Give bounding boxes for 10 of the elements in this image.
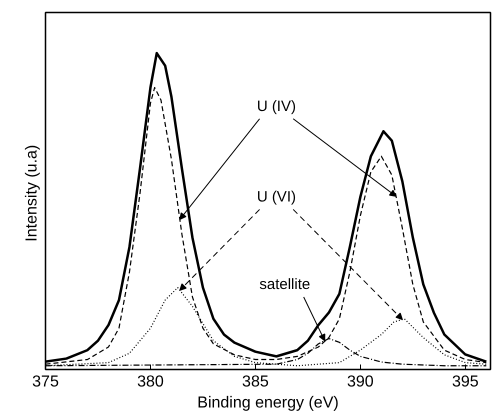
- x-tick-label: 385: [242, 374, 269, 390]
- x-tick-label: 395: [452, 374, 479, 390]
- y-axis-title: Intensity (u.a): [24, 144, 40, 242]
- x-tick-label: 380: [137, 374, 164, 390]
- annotation: U (VI): [256, 188, 296, 206]
- x-tick-label: 390: [347, 374, 374, 390]
- annotation: satellite: [259, 276, 310, 293]
- annotation: U (IV): [256, 98, 296, 115]
- x-axis-title: Binding energy (eV): [197, 394, 339, 412]
- x-tick-label: 375: [32, 374, 59, 390]
